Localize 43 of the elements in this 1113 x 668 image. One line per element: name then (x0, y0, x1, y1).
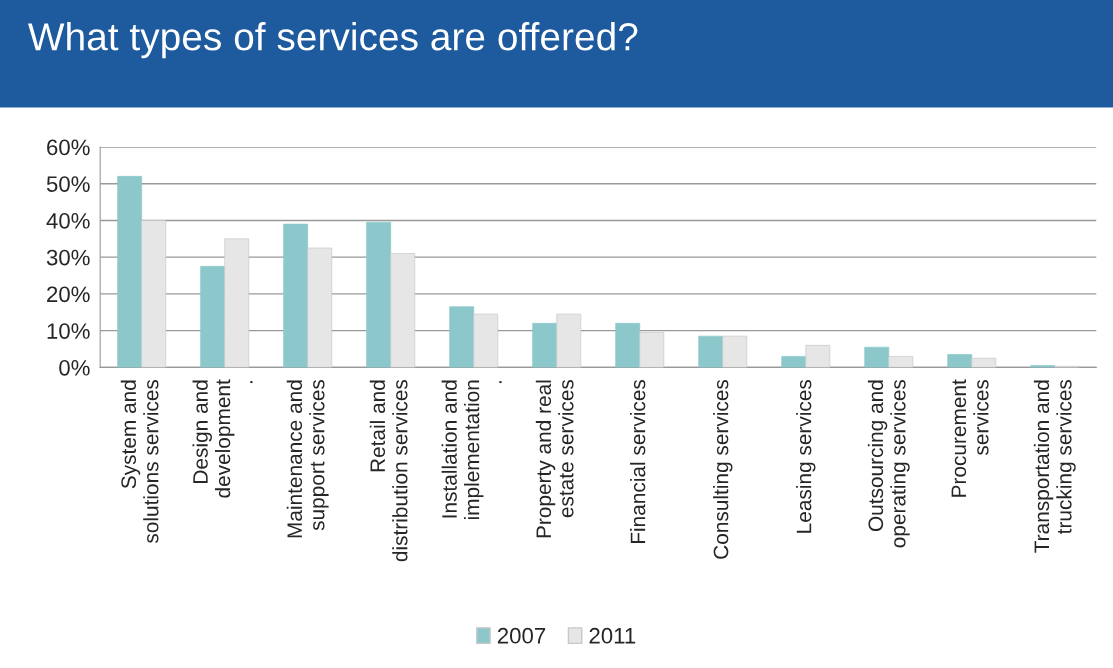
bar (224, 238, 250, 368)
bar (307, 247, 333, 368)
bar (947, 354, 973, 368)
y-tick-label: 20% (47, 286, 90, 303)
bar (200, 266, 226, 368)
bar (698, 335, 724, 368)
bar (390, 253, 416, 368)
x-tick-label: Design and development . (192, 379, 253, 498)
x-tick-label: Retail and distribution services (369, 379, 408, 562)
bar (781, 356, 807, 368)
bar (473, 313, 499, 368)
x-tick-label: Property and real estate services (535, 379, 574, 538)
bar (556, 313, 582, 368)
bar (971, 357, 997, 368)
bar (141, 220, 167, 368)
bar (888, 356, 914, 368)
legend-label: 2007 (497, 627, 546, 644)
bar (864, 346, 890, 368)
y-tick-label: 50% (46, 176, 90, 192)
x-tick-label: Consulting services (713, 379, 733, 559)
y-tick-label: 10% (47, 323, 90, 339)
bar (366, 221, 392, 368)
y-tick-label: 60% (47, 139, 90, 156)
x-tick-label: Financial services (630, 379, 646, 544)
bar (117, 176, 143, 368)
x-tick-label: Maintenance and support services (286, 379, 329, 538)
y-tick-label: 0% (59, 359, 90, 376)
chart-title: What types of services are offered? (28, 21, 638, 59)
bar (639, 332, 665, 368)
x-tick-label: Transportation and trucking services (1033, 379, 1076, 553)
bar (532, 322, 558, 368)
x-tick-label: Outsourcing and operating services (867, 379, 910, 548)
x-tick-label: Leasing services (796, 379, 816, 533)
x-tick-label: System and solutions services (120, 379, 159, 544)
bar (805, 345, 831, 368)
bar (283, 223, 309, 368)
y-tick-label: 30% (46, 249, 90, 266)
x-tick-label: Installation and implementation . (441, 380, 502, 520)
bar (615, 322, 641, 368)
legend-label: 2011 (589, 627, 636, 644)
y-tick-label: 40% (46, 212, 90, 229)
bar (449, 306, 475, 368)
bar (722, 335, 748, 368)
